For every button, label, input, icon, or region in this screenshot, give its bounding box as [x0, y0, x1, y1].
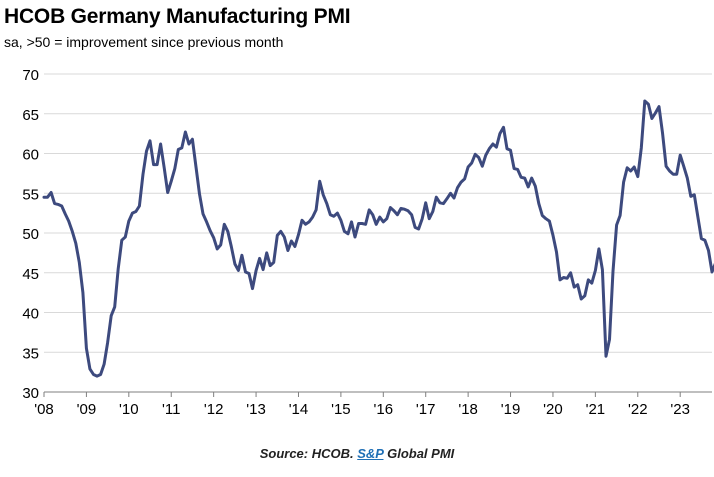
line-chart: 30 35 40 45 50 55 60 65 70 '08 '09 '10 '11 '12 '13 '14… [22, 67, 714, 418]
y-tick-label: 30 [22, 385, 39, 402]
gridlines [44, 73, 712, 353]
y-tick-label: 70 [22, 67, 39, 84]
source-note: Source: HCOB. S&P Global PMI [0, 446, 714, 461]
x-tick-label: '16 [374, 401, 394, 418]
y-tick-label: 55 [22, 186, 39, 203]
source-prefix: Source: HCOB. [259, 446, 358, 461]
x-tick-label: '15 [331, 401, 351, 418]
x-tick-label: '09 [77, 401, 97, 418]
chart-title: HCOB Germany Manufacturing PMI [4, 5, 351, 28]
x-tick-label: '14 [289, 401, 309, 418]
y-tick-labels: 30 35 40 45 50 55 60 65 70 [22, 67, 39, 402]
x-tick-label: '21 [586, 401, 606, 418]
series-line [42, 99, 714, 378]
source-link[interactable]: S&P [357, 446, 384, 461]
y-tick-label: 35 [22, 345, 39, 362]
x-tick-label: '08 [34, 401, 54, 418]
x-tick-label: '13 [246, 401, 266, 418]
y-tick-label: 60 [22, 147, 39, 164]
x-tick-labels: '08 '09 '10 '11 '12 '13 '14 '15 '16 '17 '18 '19 '20 '… [34, 401, 690, 418]
x-tick-label: '11 [162, 401, 180, 418]
x-tick-label: '19 [501, 401, 521, 418]
x-tick-label: '22 [628, 401, 648, 418]
y-tick-label: 50 [22, 226, 39, 243]
axes [43, 391, 712, 397]
x-tick-label: '18 [458, 401, 478, 418]
y-tick-label: 45 [22, 266, 39, 283]
x-tick-label: '10 [119, 401, 139, 418]
x-tick-label: '12 [204, 401, 224, 418]
x-tick-label: '20 [543, 401, 563, 418]
source-suffix: Global PMI [383, 446, 455, 461]
y-tick-label: 65 [22, 107, 39, 124]
series-layer [42, 99, 714, 378]
y-tick-label: 40 [22, 306, 39, 323]
x-tick-label: '23 [670, 401, 690, 418]
chart-subtitle: sa, >50 = improvement since previous mon… [4, 34, 284, 50]
x-tick-label: '17 [416, 401, 436, 418]
